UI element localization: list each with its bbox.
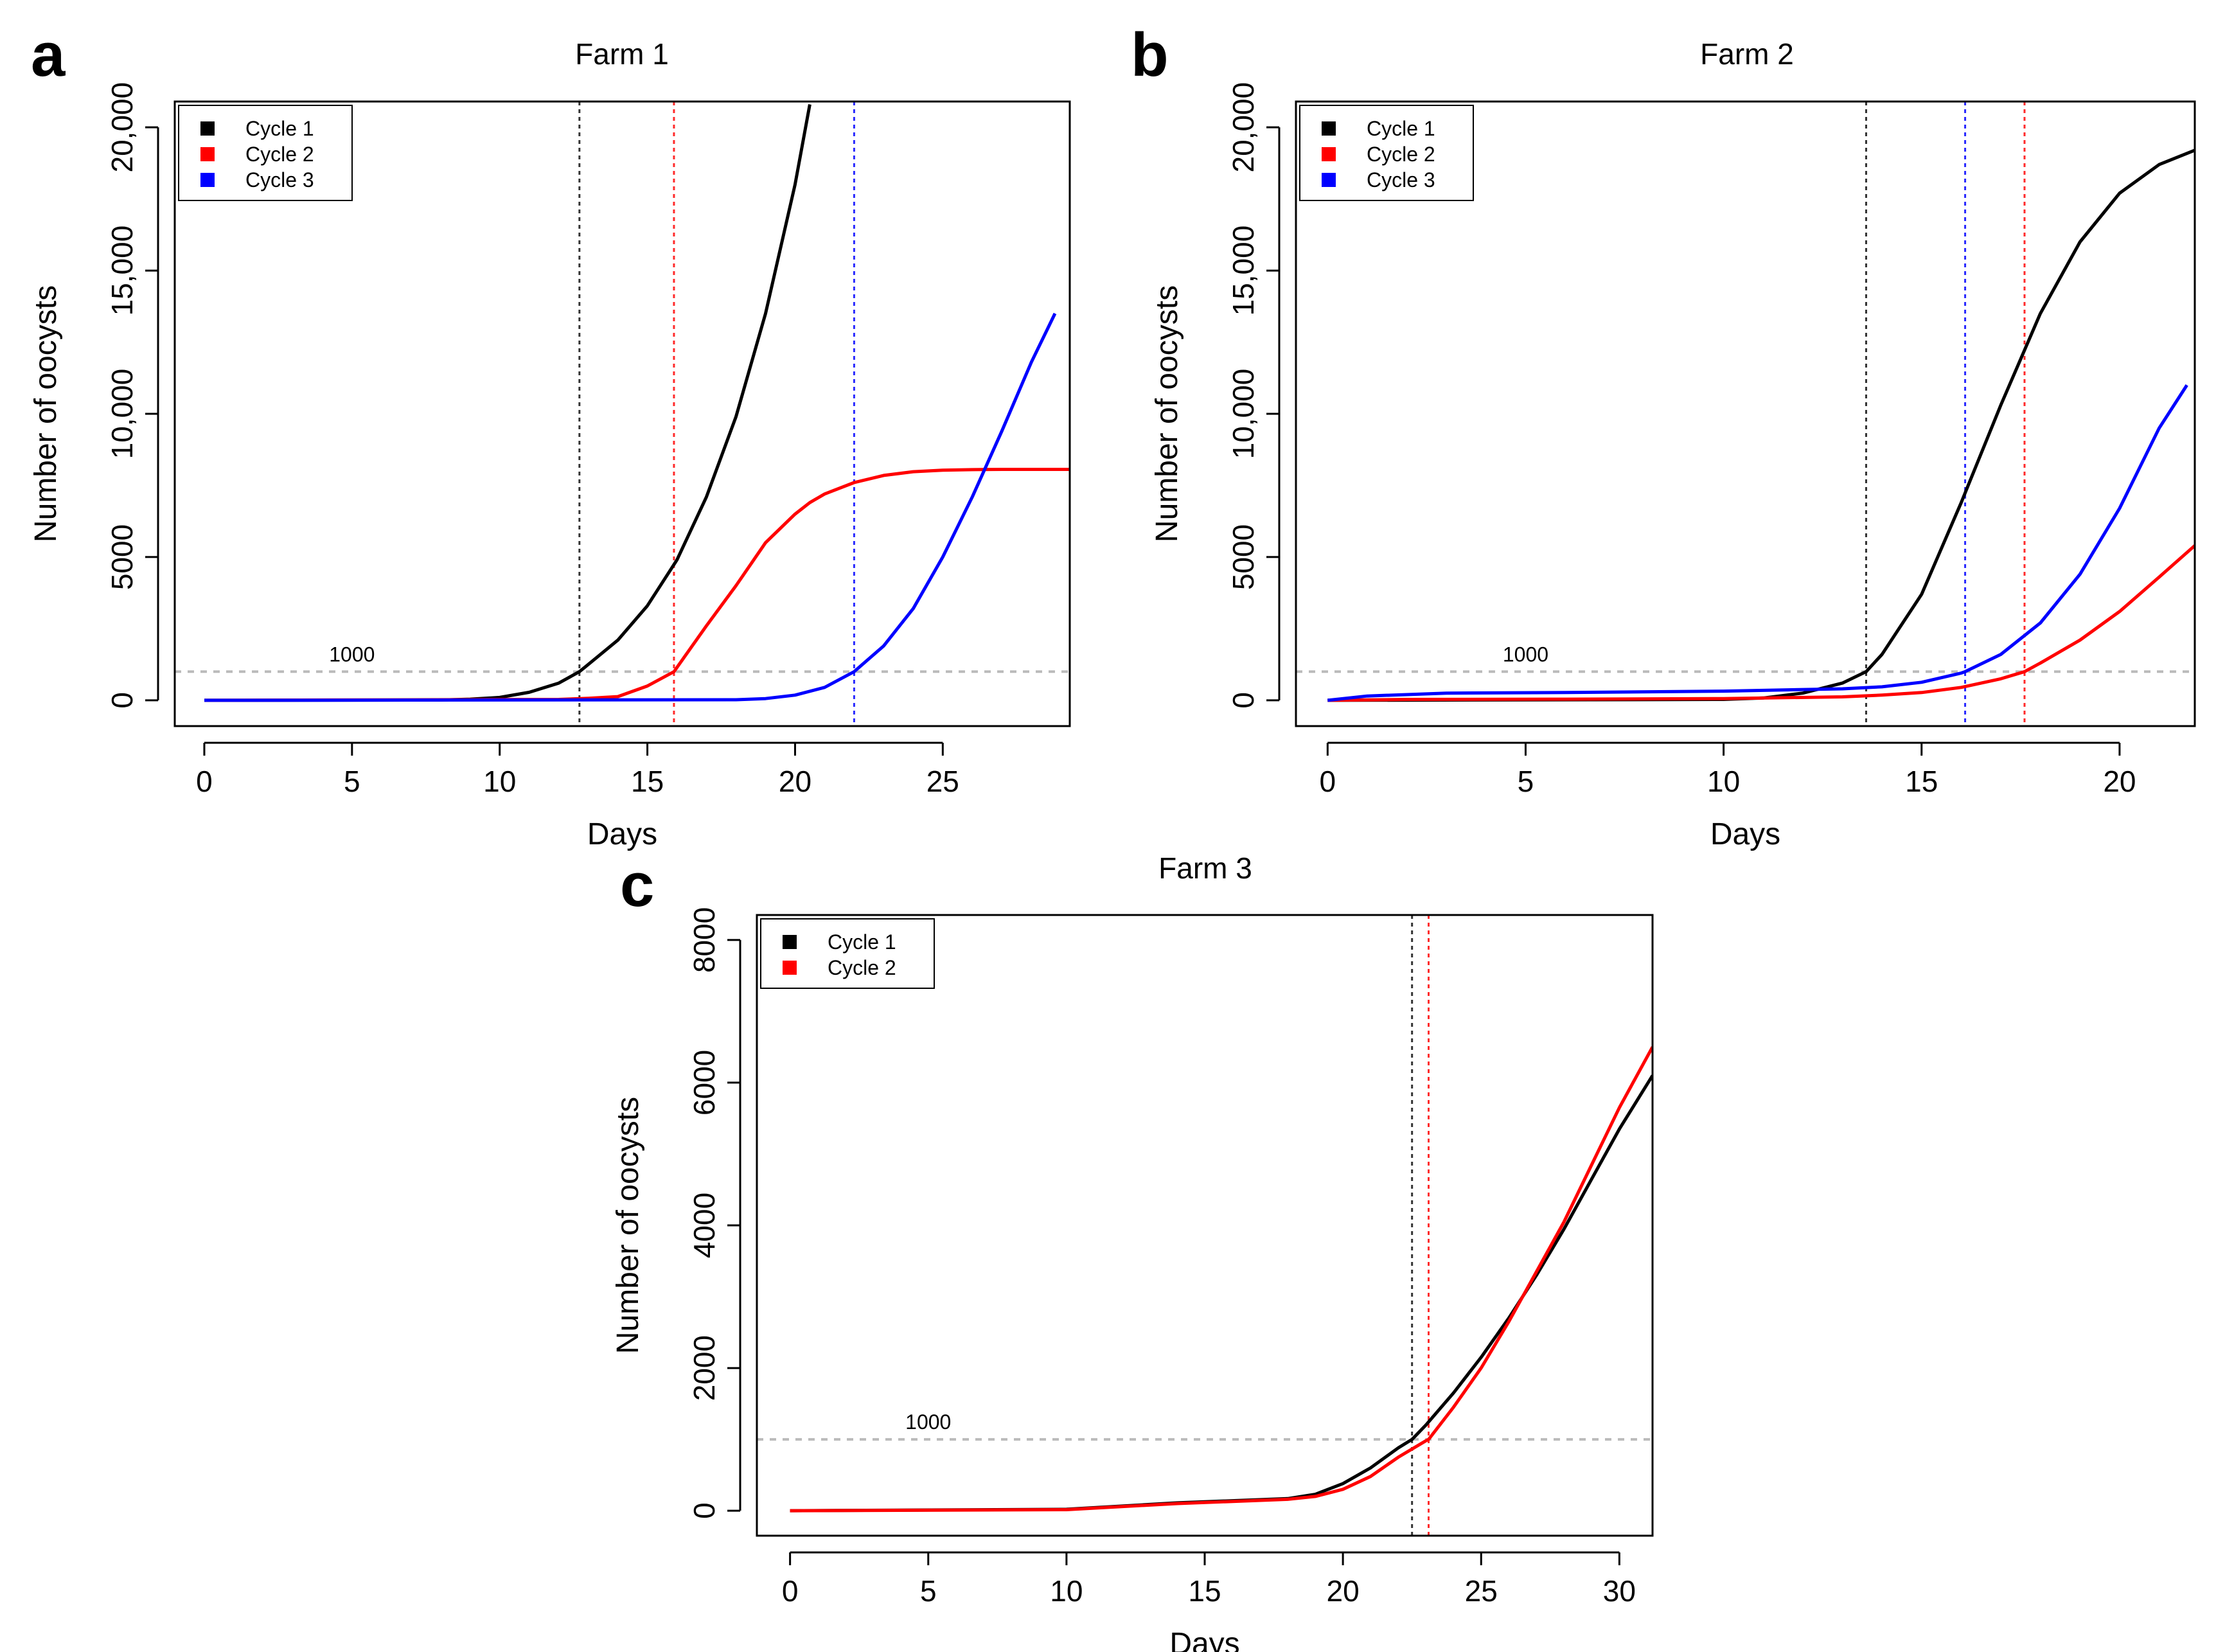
y-tick-label: 5000 (105, 524, 139, 590)
y-axis-label: Number of oocysts (611, 1097, 645, 1354)
series-line-cycle-2 (790, 1046, 1653, 1513)
series-line-cycle-3 (1327, 384, 2188, 702)
x-tick-label: 5 (344, 765, 360, 798)
x-axis-label: Days (587, 817, 657, 851)
x-tick-label: 25 (926, 765, 959, 798)
chart-panel-farm-1: a Farm 1 1000 0 5 10 15 20 25 Days 0 5000 10,000 15,0… (29, 21, 1071, 851)
panel-letter: c (620, 851, 654, 919)
threshold-label: 1000 (329, 643, 375, 666)
y-tick-label: 8000 (687, 907, 721, 973)
legend-swatch (1322, 173, 1336, 187)
series-line-cycle-2 (204, 468, 1070, 702)
legend-swatch (200, 121, 215, 136)
x-tick-label: 10 (1707, 765, 1740, 798)
legend-swatch (783, 935, 797, 949)
chart-title: Farm 2 (1700, 37, 1794, 71)
series-line-cycle-2 (1327, 544, 2195, 702)
y-tick-label: 10,000 (105, 369, 139, 459)
x-tick-label: 15 (1188, 1574, 1221, 1608)
legend-swatch (1322, 121, 1336, 136)
legend-swatch (200, 147, 215, 161)
y-tick-label: 0 (1227, 692, 1260, 709)
chart-panel-farm-2: b Farm 2 1000 0 5 10 15 20 Days 0 5000 10,000 15,000… (1131, 21, 2196, 851)
x-axis-label: Days (1710, 817, 1780, 851)
x-tick-label: 0 (1320, 765, 1336, 798)
x-tick-label: 5 (920, 1574, 937, 1608)
legend-label: Cycle 1 (1367, 117, 1435, 140)
panel-letter: b (1131, 21, 1169, 89)
y-tick-label: 10,000 (1227, 369, 1260, 459)
legend-swatch (200, 173, 215, 187)
y-axis-label: Number of oocysts (1150, 285, 1184, 542)
x-tick-label: 10 (483, 765, 516, 798)
x-tick-label: 0 (196, 765, 213, 798)
y-tick-label: 20,000 (1227, 82, 1260, 173)
y-tick-label: 5000 (1227, 524, 1260, 590)
plot-frame (1295, 100, 2196, 727)
panel-letter: a (31, 21, 66, 89)
legend-swatch (783, 961, 797, 975)
x-tick-label: 20 (779, 765, 811, 798)
threshold-label: 1000 (905, 1410, 951, 1434)
legend-label: Cycle 1 (828, 930, 896, 954)
legend-swatch (1322, 147, 1336, 161)
x-tick-label: 15 (631, 765, 664, 798)
plot-frame (173, 100, 1071, 727)
chart-panel-farm-3: c Farm 3 1000 0 5 10 15 20 25 30 Days 0 2000 4000 6000… (611, 851, 1654, 1652)
legend-box (760, 918, 935, 989)
legend-label: Cycle 2 (245, 143, 314, 166)
legend-label: Cycle 3 (245, 168, 314, 191)
y-tick-label: 0 (687, 1502, 721, 1519)
y-axis-label: Number of oocysts (29, 285, 63, 542)
y-tick-label: 2000 (687, 1335, 721, 1401)
legend-label: Cycle 2 (1367, 143, 1435, 166)
x-tick-label: 10 (1050, 1574, 1083, 1608)
x-axis-label: Days (1169, 1627, 1239, 1652)
series-line-cycle-3 (204, 312, 1057, 702)
x-tick-label: 20 (1327, 1574, 1360, 1608)
y-tick-label: 15,000 (105, 226, 139, 316)
legend-label: Cycle 1 (245, 117, 314, 140)
x-tick-label: 25 (1465, 1574, 1498, 1608)
chart-title: Farm 3 (1158, 851, 1252, 885)
y-tick-label: 20,000 (105, 82, 139, 173)
y-tick-label: 15,000 (1227, 226, 1260, 316)
chart-title: Farm 1 (575, 37, 669, 71)
plot-frame (756, 914, 1654, 1537)
y-tick-label: 4000 (687, 1193, 721, 1258)
x-tick-label: 30 (1603, 1574, 1636, 1608)
legend-label: Cycle 2 (828, 956, 896, 979)
x-tick-label: 5 (1518, 765, 1534, 798)
y-tick-label: 6000 (687, 1050, 721, 1115)
y-tick-label: 0 (105, 692, 139, 709)
x-tick-label: 0 (782, 1574, 799, 1608)
threshold-label: 1000 (1503, 643, 1548, 666)
x-tick-label: 20 (2103, 765, 2136, 798)
x-tick-label: 15 (1905, 765, 1938, 798)
legend-label: Cycle 3 (1367, 168, 1435, 191)
